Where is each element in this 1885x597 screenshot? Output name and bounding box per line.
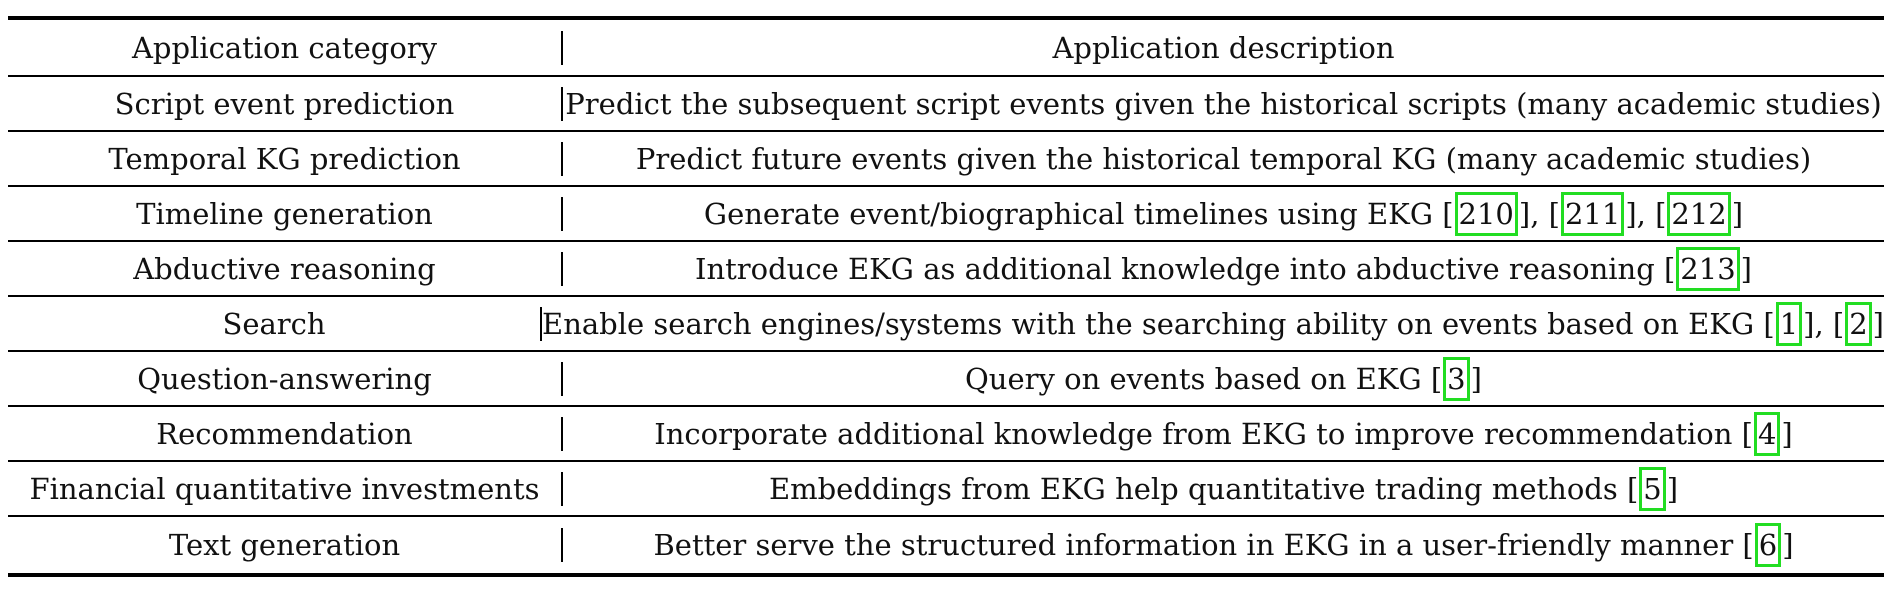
citation-link[interactable]: 5 [1639, 466, 1666, 511]
citation-link[interactable]: 1 [1775, 301, 1803, 346]
application-category-cell: Question-answering [137, 361, 432, 396]
description-text: Embeddings from EKG help quantitative tr… [768, 471, 1639, 506]
application-category-cell: Recommendation [156, 416, 413, 451]
table-row: Recommendation Incorporate additional kno… [8, 407, 1884, 462]
description-text: Generate event/biographical timelines us… [703, 196, 1454, 231]
column-separator [561, 251, 563, 286]
table-top-rule [8, 16, 1884, 20]
header-description: Application description [1052, 30, 1395, 65]
application-category-cell: Script event prediction [114, 86, 455, 121]
description-text: ] [1740, 251, 1752, 286]
table-row: Script event prediction Predict the subse… [8, 77, 1884, 132]
description-text: ] [1782, 528, 1794, 562]
description-text: ] [1781, 416, 1793, 451]
column-separator [561, 30, 563, 65]
table-row: Financial quantitative investments Embedd… [8, 462, 1884, 517]
table-row: Temporal KG prediction Predict future eve… [8, 132, 1884, 187]
table-row: Timeline generation Generate event/biogra… [8, 187, 1884, 242]
column-separator [561, 471, 563, 506]
citation-link[interactable]: 213 [1676, 246, 1740, 291]
application-description-cell: Generate event/biographical timelines us… [563, 191, 1884, 236]
description-text: Better serve the structured information … [653, 528, 1754, 562]
table-body: Script event prediction Predict the subse… [8, 77, 1884, 573]
description-text: ], [ [1518, 196, 1560, 231]
description-text: ] [1872, 306, 1884, 341]
description-text: ] [1731, 196, 1744, 231]
citation-link[interactable]: 212 [1667, 191, 1731, 236]
application-description-cell: Incorporate additional knowledge from EK… [563, 411, 1884, 456]
citation-link[interactable]: 3 [1443, 356, 1470, 401]
application-category-cell: Timeline generation [136, 196, 433, 231]
application-description-cell: Enable search engines/systems with the s… [542, 301, 1884, 346]
application-category-cell: Text generation [168, 528, 401, 562]
description-text: ] [1470, 361, 1482, 396]
citation-link[interactable]: 4 [1753, 411, 1781, 456]
description-text: ] [1666, 471, 1679, 506]
column-separator [561, 141, 563, 176]
description-text: Introduce EKG as additional knowledge in… [695, 251, 1676, 286]
application-description-cell: Embeddings from EKG help quantitative tr… [563, 466, 1884, 511]
table-row: Text generation Better serve the structur… [8, 517, 1884, 573]
description-text: Enable search engines/systems with the s… [542, 306, 1775, 341]
description-text: ], [ [1803, 306, 1845, 341]
application-description-cell: Introduce EKG as additional knowledge in… [563, 246, 1884, 291]
application-description-cell: Better serve the structured information … [563, 523, 1884, 567]
header-category: Application category [131, 30, 438, 65]
description-text: Predict future events given the historic… [635, 141, 1812, 176]
application-category-cell: Search [222, 306, 326, 341]
application-category-cell: Abductive reasoning [133, 251, 436, 286]
column-separator [561, 196, 563, 231]
column-separator [561, 86, 563, 121]
table-header-row: Application category Application descrip… [8, 20, 1884, 77]
column-separator [561, 361, 563, 396]
applications-table: Application category Application descrip… [8, 16, 1884, 577]
table-row: Abductive reasoning Introduce EKG as addi… [8, 242, 1884, 297]
citation-link[interactable]: 2 [1845, 301, 1872, 346]
citation-link[interactable]: 211 [1560, 191, 1625, 236]
application-description-cell: Query on events based on EKG [3] [563, 356, 1884, 401]
application-category-cell: Temporal KG prediction [108, 141, 461, 176]
description-text: Incorporate additional knowledge from EK… [654, 416, 1753, 451]
description-text: ], [ [1625, 196, 1667, 231]
citation-link[interactable]: 6 [1754, 523, 1782, 567]
column-separator [561, 416, 563, 451]
description-text: Query on events based on EKG [ [965, 361, 1443, 396]
application-description-cell: Predict future events given the historic… [563, 142, 1884, 176]
description-text: Predict the subsequent script events giv… [565, 86, 1882, 121]
table-row: Search Enable search engines/systems with… [8, 297, 1884, 352]
application-category-cell: Financial quantitative investments [29, 471, 540, 506]
application-description-cell: Predict the subsequent script events giv… [563, 87, 1884, 121]
column-separator [561, 528, 563, 562]
table-bottom-rule [8, 573, 1884, 577]
table-row: Question-answering Query on events based … [8, 352, 1884, 407]
column-separator [540, 306, 543, 341]
citation-link[interactable]: 210 [1454, 191, 1518, 236]
